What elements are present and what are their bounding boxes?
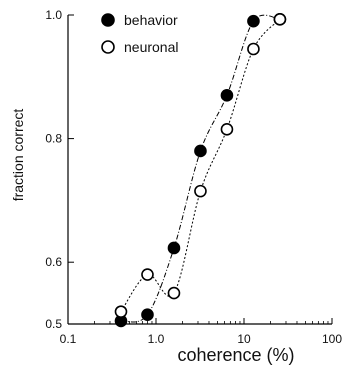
x-tick-label: 10 xyxy=(237,332,251,346)
x-tick-label: 100 xyxy=(322,332,342,346)
neuronal-data-point xyxy=(141,268,154,281)
x-tick-label: 1.0 xyxy=(148,332,165,346)
y-tick-label: 0.6 xyxy=(45,255,62,269)
behavior-data-point xyxy=(220,89,234,102)
legend-label-behavior: behavior xyxy=(124,12,178,28)
behavior-data-point xyxy=(167,241,181,255)
neuronal-data-point xyxy=(273,13,287,26)
y-tick-label: 0.8 xyxy=(45,132,62,146)
behavior-data-point xyxy=(194,144,207,158)
legend-label-neuronal: neuronal xyxy=(124,39,179,55)
y-tick-label: 0.5 xyxy=(45,317,62,331)
y-tick-label: 1.0 xyxy=(45,8,62,22)
neuronal-fit-line xyxy=(120,18,281,312)
y-axis-title: fraction correct xyxy=(10,109,26,202)
x-tick-label: 0.1 xyxy=(60,332,77,346)
neuronal-data-point xyxy=(220,123,234,136)
x-axis-title: coherence (%) xyxy=(177,345,294,365)
neuronal-data-point xyxy=(114,305,128,318)
behavior-data-point xyxy=(141,308,154,322)
neuronal-data-point xyxy=(247,42,260,56)
neuronal-data-point xyxy=(194,184,207,198)
data-points-layer xyxy=(114,13,287,328)
neuronal-data-point xyxy=(167,286,181,300)
legend: behavior neuronal xyxy=(101,12,179,55)
legend-marker-behavior xyxy=(101,13,115,27)
behavior-data-point xyxy=(247,14,260,28)
legend-marker-neuronal xyxy=(101,40,115,54)
axes-layer: 0.1 1.0 10 100 0.5 0.6 0.8 1.0 xyxy=(45,8,342,346)
